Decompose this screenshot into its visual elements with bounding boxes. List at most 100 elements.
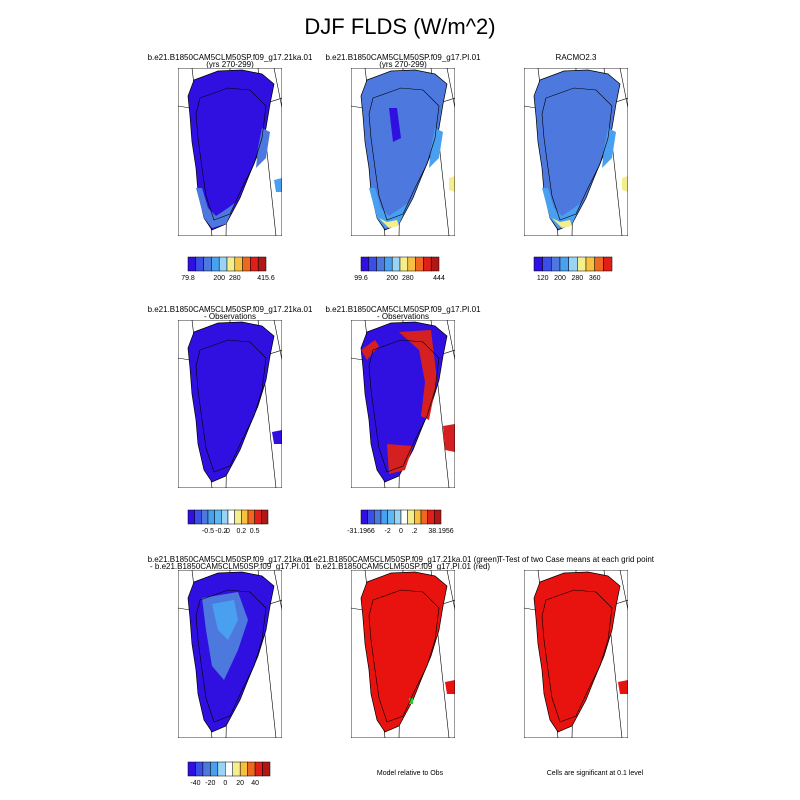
colorbar-swatch (242, 256, 251, 272)
colorbar-swatch (211, 256, 220, 272)
colorbar-swatch (187, 761, 196, 777)
iceland-patch (618, 680, 628, 694)
colorbar-swatch (201, 509, 209, 525)
colorbar-swatch (360, 509, 368, 525)
colorbar-swatch (210, 761, 219, 777)
colorbar-swatch (400, 509, 408, 525)
south-tip-band (379, 218, 399, 228)
colorbar-swatch (394, 509, 402, 525)
colorbar-swatch (430, 256, 440, 272)
greenland-field (360, 69, 448, 231)
colorbar-swatch (187, 256, 197, 272)
colorbar-label: 280 (402, 275, 414, 282)
ice-margin-contour (195, 589, 267, 723)
colorbar-label: -0.2 (215, 528, 227, 535)
colorbar-swatch (187, 509, 195, 525)
colorbar-label: 0 (223, 780, 227, 787)
colorbar-swatch (227, 509, 235, 525)
panel-title: (yrs 270-299) (379, 60, 427, 69)
colorbar-swatch (225, 761, 233, 777)
colorbar-swatch (434, 509, 442, 525)
greenland-field (533, 571, 621, 733)
colorbar-swatch (568, 256, 578, 272)
panel-title: b.e21.B1850CAM5CLM50SP.f09_g17.21ka.01 (147, 53, 313, 62)
colorbar-swatch (241, 509, 249, 525)
ice-margin-contour (541, 87, 613, 221)
panel-title: (yrs 270-299) (206, 60, 254, 69)
colorbar-swatch (232, 761, 241, 777)
greenland-map (178, 68, 282, 236)
panel-title: b.e21.B1850CAM5CLM50SP.f09_g17.21ka.01 (147, 305, 313, 314)
colorbar-swatch (195, 256, 204, 272)
significance-note: Cells are significant at 0.1 level (546, 770, 644, 777)
coastal-band (429, 128, 443, 168)
colorbar-label: 0 (226, 528, 230, 535)
model-relative-note: Model relative to Obs (376, 770, 444, 777)
colorbar-label: 40 (251, 780, 259, 787)
colorbar-swatch (415, 256, 424, 272)
colorbar-swatch (195, 761, 204, 777)
colorbar: -40 -20 0 20 40 (187, 761, 271, 787)
colorbar-swatch (234, 509, 242, 525)
colorbar-label: 38.1956 (428, 528, 453, 535)
colorbar-swatch (577, 256, 587, 272)
iceland-patch (274, 178, 282, 192)
colorbar-label: 200 (554, 275, 566, 282)
colorbar-swatch (221, 509, 229, 525)
positive-anomaly (361, 340, 379, 360)
iceland-patch (445, 680, 455, 694)
colorbar-swatch (360, 256, 370, 272)
colorbar-swatch (194, 509, 202, 525)
colorbar-swatch (257, 256, 267, 272)
colorbar: -31.1966 -2 0 .2 38.1956 (347, 509, 454, 535)
panel-title: - Observations (376, 312, 430, 321)
iceland-patch (443, 424, 455, 452)
colorbar-label: .2 (411, 528, 417, 535)
colorbar-label: 79.8 (181, 275, 195, 282)
colorbar-swatch (254, 761, 263, 777)
colorbar-swatch (533, 256, 543, 272)
colorbar-swatch (380, 509, 388, 525)
colorbar-swatch (376, 256, 385, 272)
colorbar-label: 20 (236, 780, 244, 787)
greenland-map (351, 68, 455, 236)
colorbar-label: -2 (385, 528, 391, 535)
colorbar-swatch (217, 761, 226, 777)
colorbar-swatch (368, 256, 377, 272)
greenland-map (524, 570, 628, 738)
meridian-line (273, 320, 282, 361)
colorbar-swatch (559, 256, 569, 272)
positive-anomaly (387, 444, 413, 474)
colorbar-swatch (399, 256, 409, 272)
colorbar-swatch (250, 256, 259, 272)
colorbar-swatch (374, 509, 382, 525)
ice-margin-contour (195, 339, 267, 473)
panel-title: T-Test of two Case means at each grid po… (497, 555, 655, 564)
meridian-line (446, 320, 455, 361)
ice-margin-contour (195, 87, 267, 221)
colorbar-swatch (234, 256, 243, 272)
positive-anomaly (399, 330, 437, 420)
panel-title: - b.e21.B1850CAM5CLM50SP.f09_g17.PI.01 (150, 562, 310, 571)
colorbar: 79.8 200 280 415.6 (181, 256, 275, 282)
colorbar-label: 99.6 (354, 275, 368, 282)
colorbar-swatch (207, 509, 215, 525)
interior-min (389, 108, 401, 142)
iceland-patch (272, 430, 282, 444)
colorbar-swatch (551, 256, 561, 272)
colorbar-swatch (218, 256, 228, 272)
ice-margin-contour (368, 87, 440, 221)
greenland-map (178, 570, 282, 738)
colorbar-swatch (594, 256, 604, 272)
greenland-field (533, 69, 621, 231)
iceland-patch (449, 176, 455, 192)
panel-title: b.e21.B1850CAM5CLM50SP.f09_g17.PI.01 (325, 305, 481, 314)
panel-title: b.e21.B1850CAM5CLM50SP.f09_g17.PI.01 (325, 53, 481, 62)
interior-max (212, 600, 238, 640)
meridian-line (273, 570, 282, 611)
colorbar-swatch (387, 509, 395, 525)
ice-margin-contour (368, 589, 440, 723)
colorbar-swatch (262, 761, 271, 777)
panel-title: b.e21.B1850CAM5CLM50SP.f09_g17.21ka.01 (… (306, 555, 500, 564)
colorbar-swatch (585, 256, 595, 272)
